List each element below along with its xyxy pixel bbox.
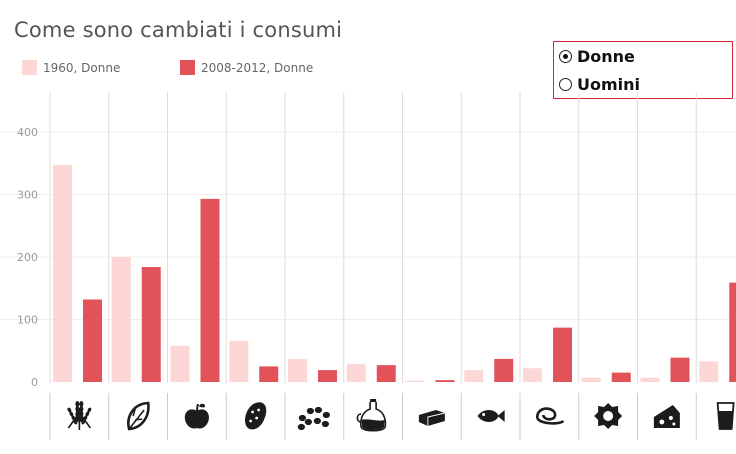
gender-selector: Donne Uomini xyxy=(553,41,733,99)
y-tick-label: 100 xyxy=(17,314,38,327)
bar-2008-cheese-wedge[interactable] xyxy=(670,357,690,382)
bar-2008-leafy-vegetable[interactable] xyxy=(141,267,161,382)
bar-1960-egg[interactable] xyxy=(581,377,601,382)
bar-1960-fish[interactable] xyxy=(464,370,484,382)
cured-meat-icon xyxy=(536,407,565,425)
bar-1960-oil-bottle[interactable] xyxy=(346,363,366,382)
bar-1960-milk-glass[interactable] xyxy=(699,361,719,382)
chart-title: Come sono cambiati i consumi xyxy=(14,18,343,42)
radio-uomini[interactable]: Uomini xyxy=(559,75,640,94)
legend-label-2008: 2008-2012, Donne xyxy=(201,60,314,75)
bar-2008-cereal[interactable] xyxy=(83,299,102,383)
bar-1960-cheese[interactable] xyxy=(405,380,425,382)
egg-icon xyxy=(594,403,623,429)
bar-2008-apple[interactable] xyxy=(200,198,220,382)
bar-2008-potato[interactable] xyxy=(259,366,279,382)
y-tick-label: 0 xyxy=(31,376,38,389)
oil-bottle-icon xyxy=(356,399,387,432)
legend-item-2008[interactable]: 2008-2012, Donne xyxy=(180,60,313,75)
cheese-wedge-icon xyxy=(653,405,680,428)
bar-2008-cheese[interactable] xyxy=(435,380,455,382)
bar-2008-oil-bottle[interactable] xyxy=(376,365,396,382)
radio-donne[interactable]: Donne xyxy=(559,47,635,66)
milk-glass-icon xyxy=(716,402,735,430)
bar-2008-cured-meat[interactable] xyxy=(553,327,572,382)
legend-label-1960: 1960, Donne xyxy=(43,60,121,75)
gridlines xyxy=(0,92,736,440)
bar-1960-leafy-vegetable[interactable] xyxy=(111,257,131,382)
y-axis-ticks: 0 100 200 300 400 xyxy=(17,126,38,389)
bar-1960-cured-meat[interactable] xyxy=(523,368,542,382)
legumes-icon xyxy=(297,406,330,431)
bars xyxy=(53,165,736,382)
radio-uomini-circle[interactable] xyxy=(559,78,572,91)
bar-2008-legumes[interactable] xyxy=(318,370,337,382)
bar-2008-milk-glass[interactable] xyxy=(729,282,736,382)
cereal-icon xyxy=(67,401,92,430)
bar-1960-apple[interactable] xyxy=(170,345,190,382)
bar-2008-fish[interactable] xyxy=(494,358,514,382)
category-icons xyxy=(67,399,735,432)
potato-icon xyxy=(245,402,267,430)
radio-uomini-label: Uomini xyxy=(577,75,641,94)
legend-swatch-1960 xyxy=(22,60,37,75)
radio-donne-label: Donne xyxy=(577,47,635,66)
fish-icon xyxy=(477,410,505,422)
y-tick-label: 400 xyxy=(17,126,38,139)
apple-icon xyxy=(184,403,209,429)
legend-item-1960[interactable]: 1960, Donne xyxy=(22,60,120,75)
bar-2008-egg[interactable] xyxy=(611,372,631,382)
radio-donne-circle[interactable] xyxy=(559,50,572,63)
legend-swatch-2008 xyxy=(180,60,195,75)
y-tick-label: 200 xyxy=(17,251,38,264)
bar-1960-potato[interactable] xyxy=(229,340,249,382)
bar-1960-cheese-wedge[interactable] xyxy=(640,377,660,382)
cheese-icon xyxy=(418,410,445,426)
bar-1960-cereal[interactable] xyxy=(53,165,72,382)
bar-1960-legumes[interactable] xyxy=(288,358,307,382)
leafy-vegetable-icon xyxy=(127,401,150,431)
y-tick-label: 300 xyxy=(17,189,38,202)
